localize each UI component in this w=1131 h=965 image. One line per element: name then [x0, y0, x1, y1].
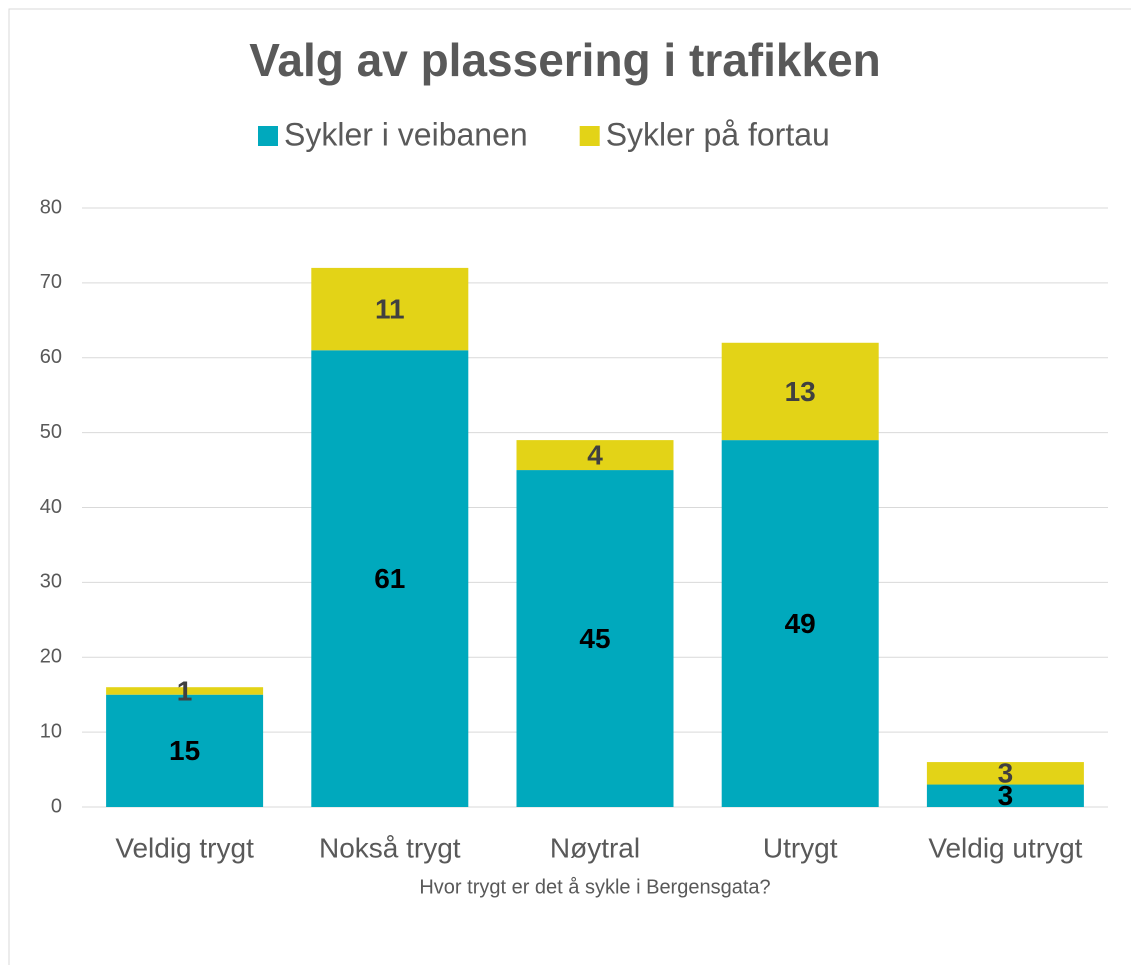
y-tick-label: 50 [40, 421, 62, 443]
data-label: 1 [177, 675, 193, 706]
bar-segment [311, 267, 469, 351]
y-tick-label: 30 [40, 571, 62, 593]
bar-segment [926, 762, 1084, 785]
legend-label: Sykler på fortau [606, 116, 830, 152]
data-label: 49 [785, 608, 816, 639]
data-label: 45 [579, 623, 610, 654]
data-label: 3 [998, 758, 1014, 789]
data-label: 11 [375, 293, 405, 324]
x-tick-label: Nokså trygt [319, 832, 461, 863]
y-tick-label: 70 [40, 271, 62, 293]
bar-segment [516, 470, 674, 807]
data-label: 15 [169, 735, 200, 766]
bar-segment [106, 694, 264, 807]
x-tick-label: Veldig utrygt [928, 832, 1082, 863]
x-tick-label: Veldig trygt [115, 832, 254, 863]
y-tick-label: 20 [40, 646, 62, 668]
y-tick-label: 0 [51, 795, 62, 817]
data-label: 13 [785, 376, 816, 407]
legend-label: Sykler i veibanen [284, 116, 528, 152]
bar-segment [106, 687, 264, 695]
bar-segment [721, 440, 879, 807]
chart-title: Valg av plassering i trafikken [249, 34, 881, 86]
x-tick-label: Utrygt [763, 832, 838, 863]
data-label: 4 [587, 439, 603, 470]
y-tick-label: 40 [40, 496, 62, 518]
bar-segment [516, 440, 674, 471]
data-label: 61 [374, 563, 405, 594]
bar-segment [926, 784, 1084, 807]
bar-segment [311, 350, 469, 807]
y-tick-label: 80 [40, 196, 62, 218]
x-axis-label: Hvor trygt er det å sykle i Bergensgata? [419, 876, 770, 898]
data-label: 3 [998, 780, 1014, 811]
x-tick-label: Nøytral [550, 832, 640, 863]
y-tick-label: 10 [40, 720, 62, 742]
legend-swatch [258, 126, 278, 146]
bar-segment [721, 342, 879, 441]
legend-swatch [579, 126, 600, 146]
y-tick-label: 60 [40, 346, 62, 368]
